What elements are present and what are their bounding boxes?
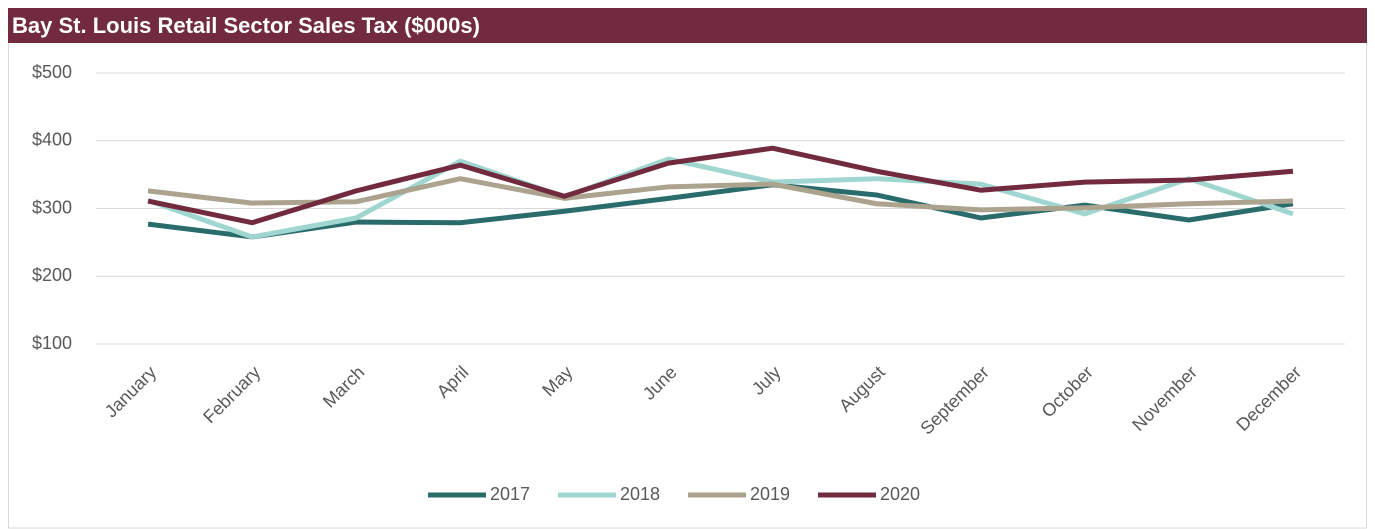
legend-label: 2020 — [880, 484, 920, 504]
y-tick-label: $300 — [32, 197, 72, 217]
chart-panel — [8, 39, 1367, 529]
y-tick-label: $100 — [32, 333, 72, 353]
y-tick-label: $400 — [32, 130, 72, 150]
legend-label: 2017 — [490, 484, 530, 504]
y-tick-label: $500 — [32, 62, 72, 82]
series-line — [147, 176, 1294, 213]
y-tick-label: $200 — [32, 265, 72, 285]
legend-label: 2018 — [620, 484, 660, 504]
legend-label: 2019 — [750, 484, 790, 504]
chart-title: Bay St. Louis Retail Sector Sales Tax ($… — [12, 13, 480, 38]
title-bar — [8, 8, 1367, 43]
series-line — [147, 145, 1294, 226]
